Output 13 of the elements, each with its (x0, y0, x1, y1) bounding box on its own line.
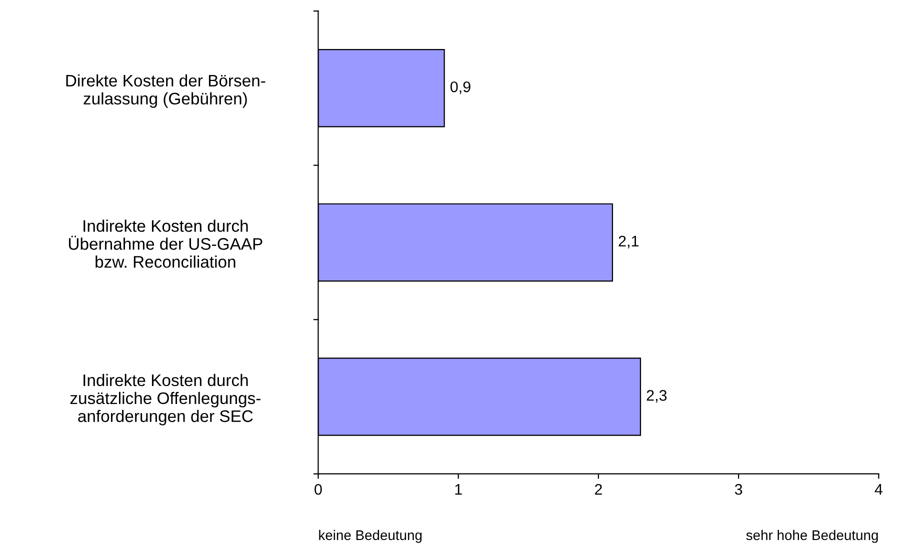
data-label: 2,1 (618, 236, 639, 248)
text: keine Bedeutung (319, 530, 422, 543)
x-tick-label: 2 (594, 484, 602, 495)
text: sehr hohe Bedeutung (746, 530, 878, 543)
y-tick-label: Indirekte Kosten durch Übernahme der US-GAAP bzw. Reconciliation (68, 220, 262, 268)
x-tick-label: 3 (734, 484, 742, 495)
data-label: 0,9 (450, 81, 470, 94)
y-tick-label: Indirekte Kosten durch zusätzliche Offenlegungs- anforderungen der SEC (70, 374, 260, 426)
x-tick-label: 4 (874, 484, 882, 495)
y-tick-label: Direkte Kosten der Börsen- zulassung (Gebühren) (66, 74, 266, 108)
x-tick-label: 1 (455, 484, 462, 495)
x-tick-label: 0 (314, 484, 322, 495)
data-label: 2,3 (646, 390, 667, 403)
